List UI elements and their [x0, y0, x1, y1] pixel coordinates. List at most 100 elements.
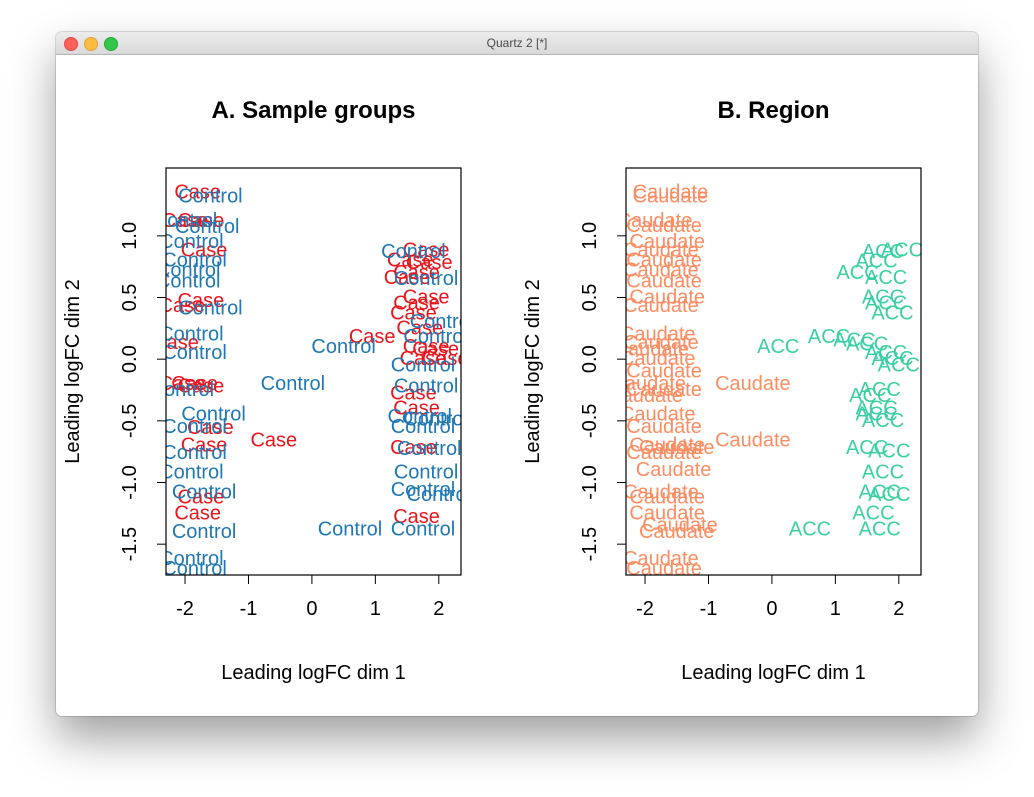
y-axis-label: Leading logFC dim 2: [522, 279, 544, 464]
close-window-button[interactable]: [64, 37, 78, 51]
y-tick-label: -1.5: [119, 527, 141, 561]
point-label-control: Control: [172, 521, 236, 543]
point-label-acc: ACC: [859, 379, 901, 401]
point-label-case: Case: [384, 267, 431, 289]
x-tick-label: -1: [700, 598, 718, 620]
window-titlebar[interactable]: Quartz 2 [*]: [56, 32, 978, 55]
y-tick-label: 0.5: [579, 284, 601, 312]
point-label-case: Case: [403, 287, 450, 309]
x-tick-label: 1: [830, 598, 841, 620]
x-tick-label: -1: [240, 598, 258, 620]
point-label-acc: ACC: [862, 410, 904, 432]
point-label-control: Control: [403, 409, 467, 431]
x-tick-label: 0: [766, 598, 777, 620]
point-label-control: Control: [178, 298, 242, 320]
point-label-acc: ACC: [878, 354, 920, 376]
point-label-control: Control: [397, 438, 461, 460]
point-label-case: Case: [181, 435, 228, 457]
point-label-case: Case: [390, 303, 437, 325]
x-tick-label: 2: [433, 598, 444, 620]
point-label-acc: ACC: [868, 484, 910, 506]
point-label-caudate: Caudate: [626, 250, 702, 272]
point-label-acc: ACC: [846, 437, 888, 459]
point-label-acc: ACC: [836, 262, 878, 284]
point-label-control: Control: [162, 558, 226, 580]
point-label-caudate: Caudate: [623, 240, 699, 262]
point-label-acc: ACC: [855, 251, 897, 273]
mds-plots: A. Sample groupsCaseCaseCaseCaseCaseCase…: [62, 97, 923, 684]
point-label-control: Control: [318, 518, 382, 540]
y-tick-label: -0.5: [119, 404, 141, 438]
point-label-caudate: Caudate: [642, 515, 718, 537]
zoom-window-button[interactable]: [104, 37, 118, 51]
point-label-case: Case: [178, 486, 225, 508]
point-label-control: Control: [156, 259, 220, 281]
point-label-caudate: Caudate: [633, 185, 709, 207]
x-tick-label: 0: [306, 598, 317, 620]
point-label-caudate: Caudate: [629, 502, 705, 524]
y-tick-label: -1.5: [579, 527, 601, 561]
point-label-control: Control: [162, 342, 226, 364]
point-label-acc: ACC: [789, 518, 831, 540]
point-label-control: Control: [394, 375, 458, 397]
point-label-case: Case: [187, 417, 234, 439]
point-label-control: Control: [394, 268, 458, 290]
point-label-case: Case: [390, 437, 437, 459]
plot-area: A. Sample groups Case Case Case Case Case Case…: [56, 55, 978, 716]
point-label-acc: ACC: [865, 342, 907, 364]
chart-title: B. Region: [718, 97, 830, 124]
point-label-caudate: Caudate: [715, 430, 791, 452]
point-label-acc: ACC: [859, 481, 901, 503]
point-label-case: Case: [178, 375, 225, 397]
point-label-case: Case: [390, 383, 437, 405]
point-label-control: Control: [381, 241, 445, 263]
point-label-control: Control: [403, 326, 467, 348]
point-label-control: Control: [159, 548, 223, 570]
x-tick-label: 1: [370, 598, 381, 620]
point-label-case: Case: [250, 430, 297, 452]
point-label-case: Case: [152, 332, 199, 354]
point-label-caudate: Caudate: [629, 486, 705, 508]
point-label-caudate: Caudate: [626, 361, 702, 383]
point-label-acc: ACC: [865, 293, 907, 315]
point-label-acc: ACC: [881, 240, 923, 262]
point-label-caudate: Caudate: [626, 416, 702, 438]
point-label-control: Control: [388, 406, 452, 428]
point-label-caudate: Caudate: [610, 373, 686, 395]
point-label-acc: ACC: [808, 326, 850, 348]
point-label-acc: ACC: [868, 441, 910, 463]
point-label-control: Control: [150, 379, 214, 401]
point-label-case: Case: [393, 262, 440, 284]
point-label-control: Control: [159, 324, 223, 346]
point-label-caudate: Caudate: [620, 348, 696, 370]
plot-window: Quartz 2 [*] A. Sample groups Case Case Cas…: [56, 32, 978, 716]
point-label-case: Case: [159, 373, 206, 395]
point-label-caudate: Caudate: [629, 287, 705, 309]
point-label-acc: ACC: [855, 398, 897, 420]
point-label-control: Control: [410, 311, 474, 333]
point-label-case: Case: [181, 240, 228, 262]
point-label-acc: ACC: [855, 404, 897, 426]
chart-panel-2: B. RegionCaudateCaudateCaudateCaudateCau…: [522, 97, 923, 684]
x-tick-label: -2: [636, 598, 654, 620]
point-label-case: Case: [349, 326, 396, 348]
y-tick-label: -1.0: [579, 465, 601, 499]
point-label-caudate: Caudate: [633, 182, 709, 204]
point-label-control: Control: [159, 462, 223, 484]
y-tick-label: -1.0: [119, 465, 141, 499]
minimize-window-button[interactable]: [84, 37, 98, 51]
point-label-acc: ACC: [862, 462, 904, 484]
point-label-caudate: Caudate: [626, 558, 702, 580]
point-label-case: Case: [162, 210, 209, 232]
point-label-case: Case: [178, 210, 225, 232]
point-label-control: Control: [391, 479, 455, 501]
x-tick-label: 2: [893, 598, 904, 620]
point-label-case: Case: [396, 317, 443, 339]
point-label-control: Control: [156, 270, 220, 292]
point-label-case: Case: [174, 182, 221, 204]
point-label-caudate: Caudate: [639, 521, 715, 543]
point-label-caudate: Caudate: [617, 210, 693, 232]
point-label-caudate: Caudate: [614, 338, 690, 360]
chart-panel-1: A. Sample groupsCaseCaseCaseCaseCaseCase…: [62, 97, 474, 684]
point-label-control: Control: [162, 442, 226, 464]
